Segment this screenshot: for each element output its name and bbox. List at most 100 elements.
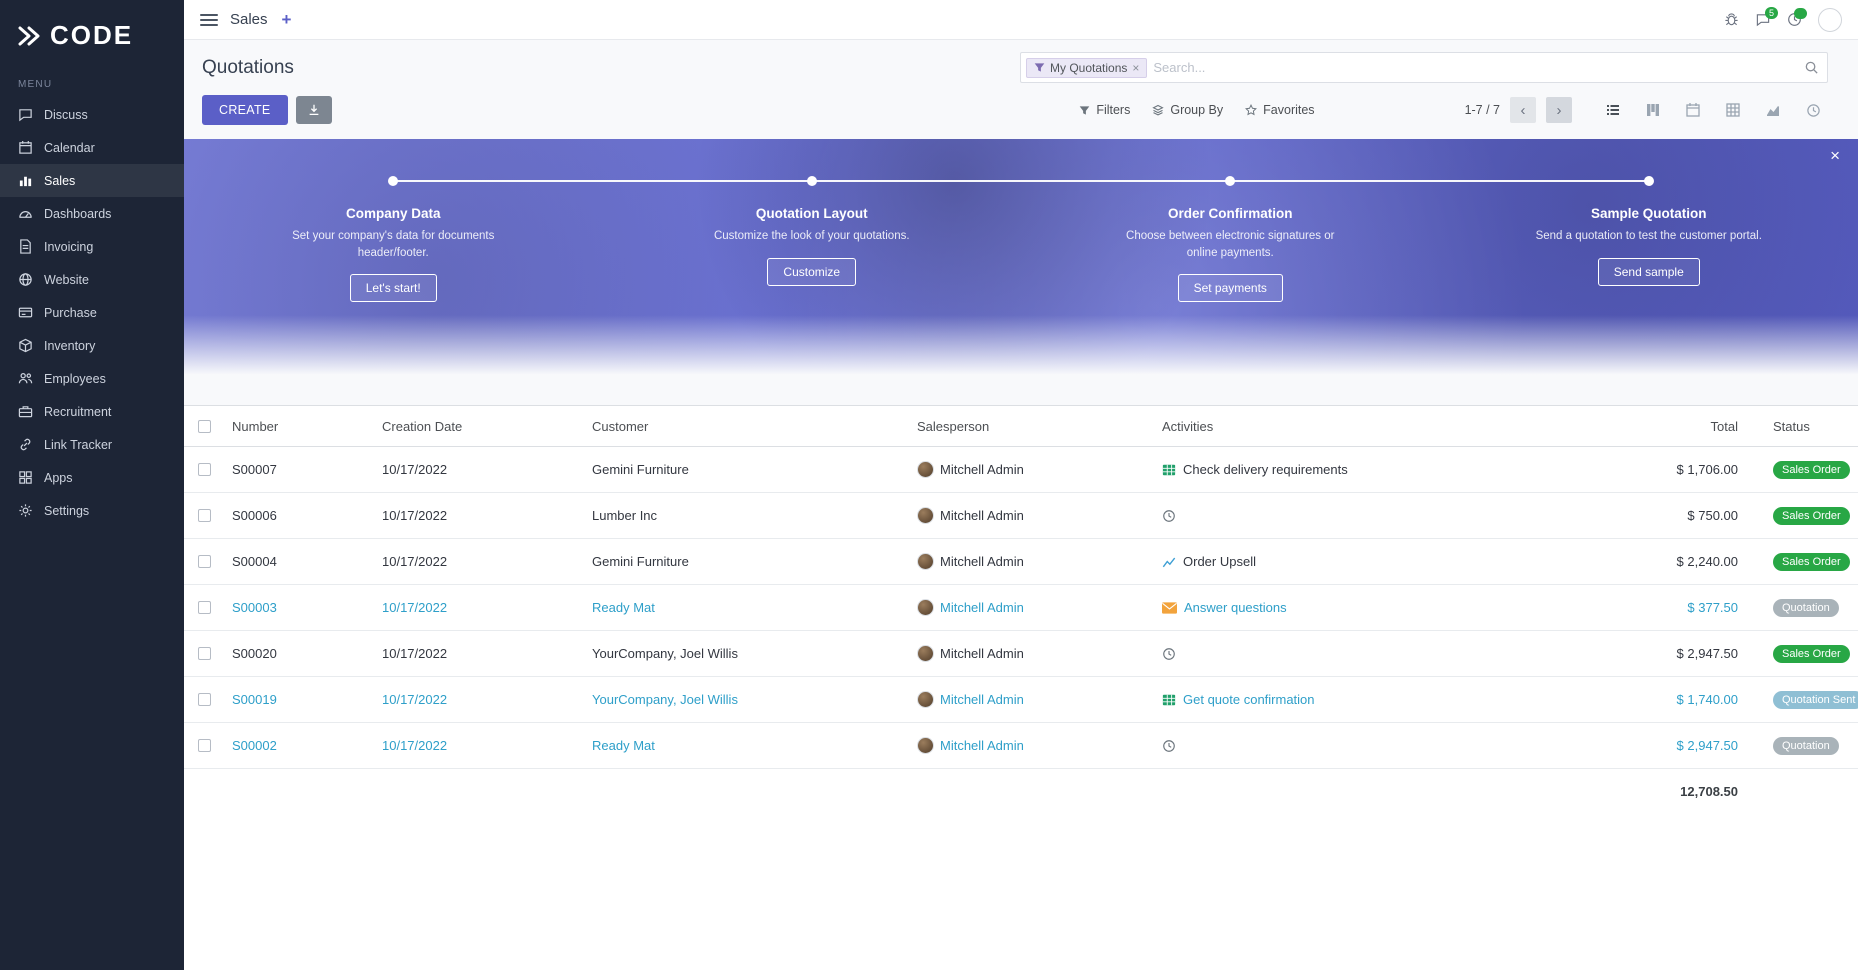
row-checkbox[interactable] [197,463,211,476]
row-checkbox[interactable] [197,647,211,660]
layers-icon [1152,104,1165,116]
activity-cell[interactable] [1162,739,1588,753]
debug-bug-icon[interactable] [1724,12,1739,27]
table-row[interactable]: S00007 10/17/2022 Gemini Furniture Mitch… [184,447,1858,493]
status-badge: Quotation [1773,736,1839,755]
onboarding-step-quotation-layout: Quotation Layout Customize the look of y… [603,176,1022,302]
sidebar-item-inventory[interactable]: Inventory [0,329,184,362]
sidebar-item-recruitment[interactable]: Recruitment [0,395,184,428]
creation-date: 10/17/2022 [382,738,448,753]
favorites-button[interactable]: Favorites [1245,103,1315,117]
hamburger-menu-icon[interactable] [200,13,218,26]
search-icon[interactable] [1804,60,1819,75]
quotation-number: S00004 [232,554,277,569]
sidebar-item-label: Discuss [44,107,88,122]
spreadsheet-activity-icon [1162,693,1176,707]
table-row[interactable]: S00004 10/17/2022 Gemini Furniture Mitch… [184,539,1858,585]
brand-logo[interactable]: CODE [0,0,184,69]
sidebar-item-apps[interactable]: Apps [0,461,184,494]
salesperson-avatar [917,553,934,570]
group-by-button[interactable]: Group By [1152,103,1223,117]
customer-name: Gemini Furniture [592,554,689,569]
pager: 1-7 / 7 ‹ › [1465,97,1572,123]
activity-cell[interactable]: Answer questions [1162,600,1588,615]
export-button[interactable] [295,96,332,124]
onboarding-step-sample-quotation: Sample Quotation Send a quotation to tes… [1440,176,1858,302]
pivot-view-icon[interactable] [1718,97,1748,123]
user-avatar[interactable] [1818,7,1842,32]
sidebar-item-purchase[interactable]: Purchase [0,296,184,329]
sidebar-item-sales[interactable]: Sales [0,164,184,197]
sidebar-item-website[interactable]: Website [0,263,184,296]
messages-icon[interactable]: 5 [1755,7,1778,27]
calendar-view-icon[interactable] [1678,97,1708,123]
sidebar-item-invoicing[interactable]: Invoicing [0,230,184,263]
activity-view-icon[interactable] [1798,97,1828,123]
send-sample-button[interactable]: Send sample [1597,257,1700,286]
column-header-total[interactable]: Total [1710,418,1738,434]
activity-label: Check delivery requirements [1183,462,1348,477]
search-bar[interactable]: My Quotations × [1020,52,1828,83]
pager-previous-button[interactable]: ‹ [1510,97,1536,123]
inventory-icon [18,338,33,353]
sidebar-item-discuss[interactable]: Discuss [0,98,184,131]
column-header-activities[interactable]: Activities [1162,418,1214,434]
chip-remove-icon[interactable]: × [1132,60,1140,75]
topbar-app-name[interactable]: Sales [230,11,268,28]
sidebar-item-label: Purchase [44,305,97,320]
row-checkbox[interactable] [197,601,211,614]
column-header-salesperson[interactable]: Salesperson [917,418,990,434]
banner-close-icon[interactable]: × [1830,146,1840,165]
filters-button[interactable]: Filters [1079,103,1130,117]
topbar-plus-button[interactable]: + [281,9,292,29]
row-checkbox[interactable] [197,693,211,706]
search-filter-chip[interactable]: My Quotations × [1026,57,1148,78]
column-header-creation-date[interactable]: Creation Date [382,418,463,434]
step-title: Sample Quotation [1590,206,1707,221]
select-all-checkbox[interactable] [197,419,211,433]
activities-clock-icon[interactable] [1787,8,1807,27]
column-header-status[interactable]: Status [1773,418,1810,434]
table-row[interactable]: S00019 10/17/2022 YourCompany, Joel Will… [184,677,1858,723]
table-row[interactable]: S00020 10/17/2022 YourCompany, Joel Will… [184,631,1858,677]
row-checkbox[interactable] [197,739,211,752]
list-view-icon[interactable] [1598,97,1628,123]
set-payments-button[interactable]: Set payments [1177,274,1283,303]
sidebar-item-link-tracker[interactable]: Link Tracker [0,428,184,461]
activity-cell[interactable] [1162,509,1588,523]
sidebar-item-settings[interactable]: Settings [0,494,184,527]
total-amount: $ 750.00 [1687,508,1738,523]
activity-cell[interactable] [1162,647,1588,661]
salesperson-avatar [917,737,934,754]
lets-start-button[interactable]: Let's start! [349,274,437,303]
activity-cell[interactable]: Order Upsell [1162,554,1588,569]
sidebar-item-dashboards[interactable]: Dashboards [0,197,184,230]
creation-date: 10/17/2022 [382,600,448,615]
table-footer: 12,708.50 [184,769,1858,813]
group-by-label: Group By [1170,103,1224,117]
pager-next-button[interactable]: › [1546,97,1572,123]
sidebar-item-label: Employees [44,371,106,386]
sidebar-item-label: Apps [44,470,73,485]
activity-cell[interactable]: Get quote confirmation [1162,692,1588,707]
table-row[interactable]: S00006 10/17/2022 Lumber Inc Mitchell Ad… [184,493,1858,539]
table-row[interactable]: S00003 10/17/2022 Ready Mat Mitchell Adm… [184,585,1858,631]
sidebar-item-calendar[interactable]: Calendar [0,131,184,164]
kanban-view-icon[interactable] [1638,97,1668,123]
column-header-customer[interactable]: Customer [592,418,649,434]
brand-name: CODE [50,20,134,50]
sidebar-item-label: Recruitment [44,404,112,419]
search-input[interactable] [1153,60,1798,75]
table-row[interactable]: S00002 10/17/2022 Ready Mat Mitchell Adm… [184,723,1858,769]
column-header-number[interactable]: Number [232,418,279,434]
customize-button[interactable]: Customize [767,257,857,286]
activity-cell[interactable]: Check delivery requirements [1162,462,1588,477]
create-button[interactable]: CREATE [202,95,288,125]
sidebar-item-employees[interactable]: Employees [0,362,184,395]
salesperson-name: Mitchell Admin [940,692,1024,707]
row-checkbox[interactable] [197,555,211,568]
row-checkbox[interactable] [197,509,211,522]
download-icon [309,104,318,116]
graph-view-icon[interactable] [1758,97,1788,123]
